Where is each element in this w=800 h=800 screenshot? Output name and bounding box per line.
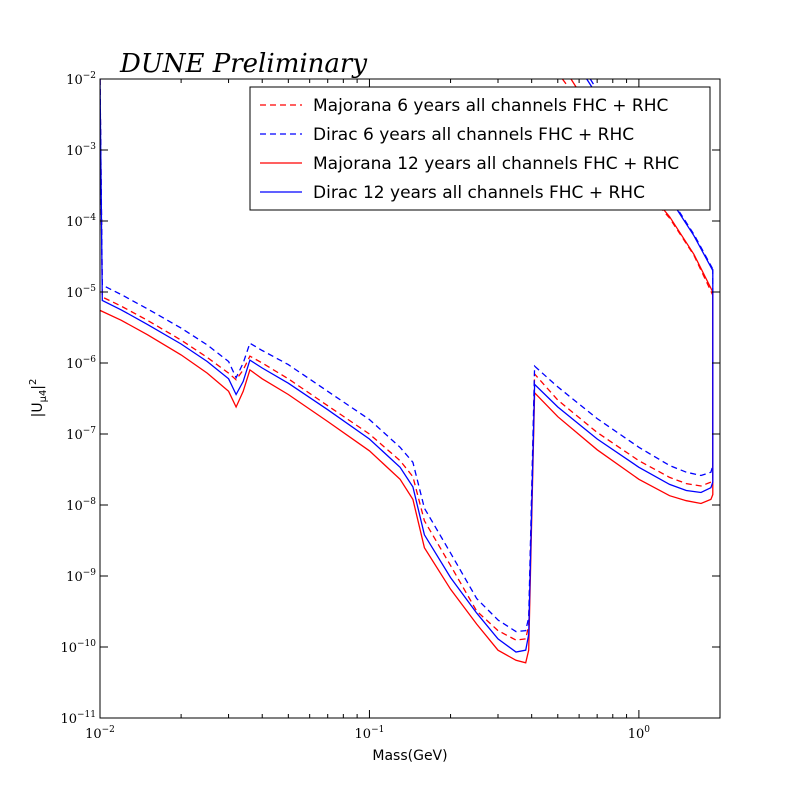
y-tick-label: 10−11 — [60, 710, 96, 727]
y-tick-label: 10−10 — [60, 639, 96, 656]
legend-label-1: Majorana 6 years all channels FHC + RHC — [313, 96, 668, 116]
plot-frame — [99, 78, 721, 719]
y-axis-label-exponent: 2 — [28, 379, 39, 385]
chart-title: DUNE Preliminary — [119, 49, 367, 79]
legend-label-4: Dirac 12 years all channels FHC + RHC — [313, 183, 645, 203]
y-tick-label: 10−4 — [66, 213, 96, 230]
y-axis-label-subscript: μ4 — [38, 390, 49, 403]
legend: Majorana 6 years all channels FHC + RHC D… — [249, 86, 711, 211]
y-tick-label: 10−2 — [66, 71, 96, 88]
y-tick-label: 10−9 — [66, 568, 96, 585]
series-line-3-1 — [100, 292, 714, 664]
y-tick-label: 10−6 — [66, 355, 96, 372]
y-tick-label: 10−8 — [66, 497, 96, 514]
y-tick-label: 10−3 — [66, 142, 96, 159]
legend-label-2: Dirac 6 years all channels FHC + RHC — [313, 125, 634, 145]
x-tick-label: 10−2 — [85, 725, 115, 742]
series-line-2-2 — [589, 79, 714, 270]
y-tick-label: 10−7 — [66, 426, 96, 443]
y-tick-label: 10−5 — [66, 284, 96, 301]
x-tick-label: 10−1 — [355, 725, 385, 742]
legend-label-3: Majorana 12 years all channels FHC + RHC — [313, 154, 679, 174]
x-tick-label: 100 — [628, 725, 651, 742]
x-axis-label: Mass(GeV) — [372, 748, 447, 764]
legend-box — [249, 86, 711, 211]
series-line-4-1 — [100, 79, 714, 653]
series-line-2-1 — [100, 79, 714, 633]
y-axis-label: |Uμ4|2 — [28, 379, 49, 418]
series-line-1-1 — [100, 79, 714, 641]
